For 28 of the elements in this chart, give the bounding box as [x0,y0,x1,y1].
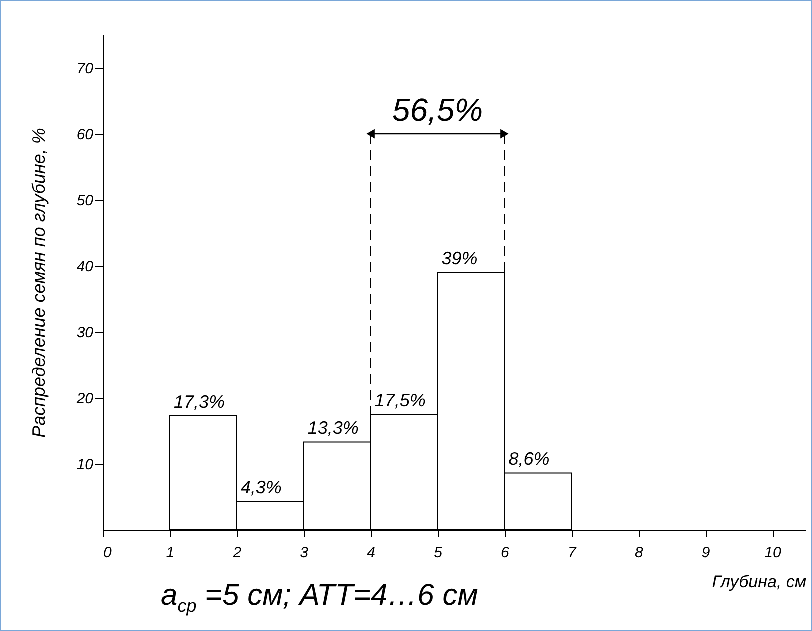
data-label: 13,3% [308,418,359,438]
y-tick-label: 20 [76,390,94,408]
y-tick-label: 70 [76,60,94,78]
y-tick-label: 30 [76,324,94,342]
data-label: 17,3% [174,392,225,412]
annotation: 56,5% [392,92,484,128]
x-tick-label: 1 [166,544,175,562]
x-tick-label: 4 [367,544,376,562]
x-tick-label: 0 [104,544,112,562]
x-axis-title: Глубина, см [712,572,807,592]
data-label: 17,5% [374,390,426,410]
y-axis-title: Распределение семян по глубине, % [28,128,49,438]
x-tick-label: 6 [501,544,510,562]
y-tick-label: 10 [76,456,94,474]
y-tick-label: 60 [76,126,94,144]
x-tick-label: 9 [702,544,711,562]
x-tick-label: 2 [232,544,242,562]
data-label: 4,3% [240,478,282,498]
y-tick-label: 50 [76,192,94,210]
x-tick-label: 10 [764,544,782,562]
y-tick-label: 40 [76,258,94,276]
text: a$_{ср}$ =5 см; АТТ=4…6 см [161,579,478,617]
x-tick-label: 7 [568,544,577,562]
x-tick-label: 5 [434,544,444,562]
x-tick-label: 3 [300,544,310,562]
data-label: 39% [442,248,478,269]
data-label: 8,6% [508,449,550,470]
x-tick-label: 8 [634,544,644,562]
